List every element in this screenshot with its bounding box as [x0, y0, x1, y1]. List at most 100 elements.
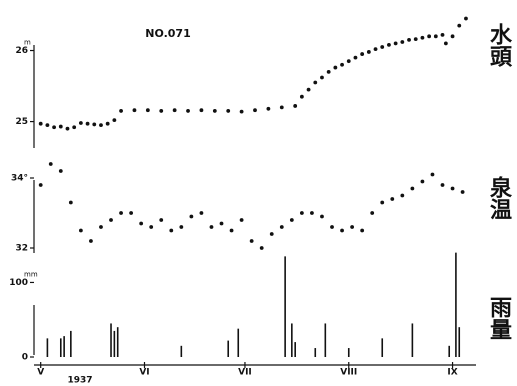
rain-bar [284, 256, 286, 357]
rain-bar [63, 336, 65, 357]
x-tick-label: VIII [340, 368, 357, 378]
data-point [68, 200, 73, 205]
data-point [159, 109, 164, 113]
data-point [330, 225, 334, 229]
data-point [169, 228, 174, 233]
y-tick-label: 26 [15, 46, 28, 56]
data-point [293, 104, 298, 108]
data-point [145, 108, 150, 113]
data-point [464, 16, 468, 21]
data-point [360, 52, 365, 56]
data-point [427, 34, 432, 39]
x-axis-label: 1937 [67, 376, 92, 386]
data-point [269, 232, 274, 236]
data-point [239, 109, 244, 114]
y-unit: mm [24, 270, 38, 278]
data-point [410, 186, 415, 191]
data-point [279, 105, 284, 110]
y-tick-label: 34° [11, 174, 28, 184]
rain-bar [237, 328, 240, 357]
data-point [440, 32, 445, 37]
data-point [199, 211, 204, 215]
data-point [420, 179, 425, 184]
y-tick-label: 32 [15, 244, 28, 254]
data-point [289, 218, 294, 222]
rain-bar [59, 338, 62, 357]
y-tick-label: 25 [15, 117, 28, 127]
data-point [353, 55, 358, 60]
data-point [78, 121, 83, 125]
data-point [149, 225, 154, 229]
data-point [139, 221, 144, 226]
y-tick-label: 100 [9, 278, 28, 288]
data-point [413, 37, 418, 42]
rain-bar [291, 323, 293, 357]
rain-bar [381, 338, 384, 357]
rain-bar [411, 323, 414, 357]
data-point [172, 108, 177, 113]
data-point [306, 87, 311, 92]
x-tick-label: VI [139, 368, 149, 378]
rain-bar [347, 348, 350, 357]
rain-bar [455, 252, 457, 357]
data-point [58, 169, 63, 173]
data-point [373, 47, 378, 52]
data-point [450, 186, 455, 191]
data-point [450, 34, 455, 39]
data-point [430, 172, 435, 177]
data-point [366, 50, 371, 54]
data-point [400, 40, 405, 44]
rain-bar [227, 340, 230, 357]
data-point [99, 123, 103, 128]
rain-bar [448, 345, 451, 357]
data-point [460, 190, 465, 194]
y-tick-label: 0 [22, 353, 28, 363]
data-point [226, 109, 231, 113]
data-point [52, 125, 56, 130]
data-point [249, 239, 254, 243]
rain-bar [294, 342, 296, 357]
data-point [38, 121, 43, 126]
data-point [266, 106, 271, 111]
data-point [159, 218, 164, 222]
side-label: 雨量 [486, 296, 512, 340]
data-point [299, 94, 304, 99]
x-tick-label: V [37, 368, 44, 378]
data-point [45, 123, 50, 128]
data-point [58, 124, 63, 129]
data-point [380, 200, 385, 205]
data-point [393, 41, 398, 46]
data-point [219, 221, 224, 226]
data-point [199, 108, 204, 113]
data-point [387, 42, 391, 47]
data-point [112, 118, 117, 123]
data-point [89, 239, 93, 243]
data-point [105, 121, 110, 126]
rain-bar [324, 323, 327, 357]
data-point [92, 122, 97, 127]
side-label: 泉温 [486, 175, 512, 220]
data-point [99, 225, 103, 229]
x-tick-label: VII [238, 368, 252, 378]
data-point [350, 225, 355, 229]
data-point [132, 108, 137, 113]
data-point [229, 228, 234, 233]
rain-bar [458, 327, 461, 357]
side-label: 水頭 [486, 23, 512, 68]
rain-bar [113, 330, 116, 357]
data-point [65, 126, 70, 131]
data-point [119, 211, 123, 215]
data-point [279, 225, 284, 229]
data-point [346, 59, 351, 64]
data-point [420, 35, 425, 40]
data-point [380, 45, 385, 49]
data-point [360, 228, 365, 233]
data-point [443, 41, 448, 46]
data-point [457, 23, 462, 28]
data-point [340, 228, 344, 233]
data-point [390, 197, 395, 201]
data-point [129, 211, 134, 215]
data-point [48, 162, 53, 166]
data-point [440, 183, 445, 187]
